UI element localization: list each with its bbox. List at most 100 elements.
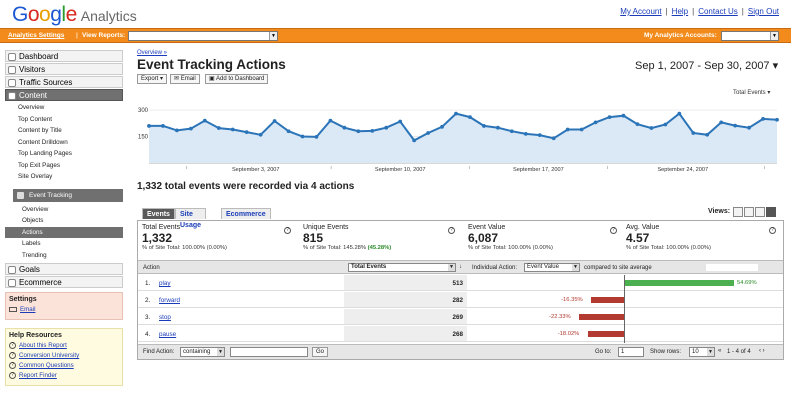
first-page-icon[interactable]: « — [718, 348, 722, 354]
data-point — [677, 111, 682, 116]
sort-desc-icon[interactable]: ↓ — [459, 264, 462, 270]
email-button[interactable]: ✉ Email — [170, 74, 200, 84]
sidebar-subitem[interactable]: Overview — [18, 104, 45, 111]
sidebar-item-ecommerce[interactable]: Ecommerce — [5, 276, 123, 288]
sidebar-subitem[interactable]: Top Landing Pages — [18, 150, 72, 157]
sidebar-subitem[interactable]: Objects — [22, 217, 44, 224]
help-icon: ? — [9, 342, 16, 349]
data-point — [719, 120, 724, 125]
data-point — [216, 126, 221, 130]
data-point — [454, 111, 458, 116]
my-account-link[interactable]: My Account — [620, 7, 662, 16]
total-events-select[interactable]: Total Events ▼ — [348, 263, 456, 272]
comparison-bar — [587, 331, 624, 337]
next-page-icon[interactable]: ‹ › — [759, 348, 765, 354]
help-box: Help Resources ? About this Report ? Conve… — [5, 328, 123, 386]
sidebar-item-event-tracking[interactable]: Event Tracking — [13, 188, 123, 202]
help-link[interactable]: Conversion University — [19, 352, 80, 359]
compare-view-icon[interactable] — [766, 207, 776, 217]
data-point — [272, 119, 277, 123]
sidebar-subitem[interactable]: Top Exit Pages — [18, 161, 61, 169]
settings-email-link[interactable]: Email — [20, 306, 36, 313]
breadcrumb[interactable]: Overview » — [137, 50, 168, 56]
goto-input[interactable]: 1 — [618, 347, 644, 357]
event-value-select[interactable]: Event Value ▼ — [524, 263, 580, 272]
sign-out-link[interactable]: Sign Out — [747, 7, 779, 16]
action-link[interactable]: play — [159, 280, 171, 287]
sidebar-subitem[interactable]: Trending — [22, 251, 47, 259]
x-tick-label: September 17, 2007 — [513, 167, 564, 173]
sidebar-subitem[interactable]: Overview — [22, 205, 49, 213]
data-point — [398, 119, 403, 124]
sidebar-item-dashboard[interactable]: Dashboard — [5, 50, 123, 62]
sidebar-item-goals[interactable]: Goals — [5, 263, 123, 275]
sidebar-subitem[interactable]: Site Overlay — [18, 173, 53, 180]
data-point — [342, 125, 347, 130]
sidebar-subitem[interactable]: Labels — [22, 240, 41, 247]
y-tick-label: 150 — [138, 135, 149, 141]
view-reports-select[interactable]: ▼ — [128, 31, 278, 41]
ecommerce-icon — [8, 279, 16, 287]
data-point — [244, 130, 249, 135]
sidebar-item-visitors[interactable]: Visitors — [5, 63, 123, 75]
help-link[interactable]: Report Finder — [19, 372, 57, 379]
data-point — [314, 134, 319, 139]
goto-label: Go to: — [595, 349, 612, 355]
sidebar-subitem-actions[interactable]: Actions — [5, 226, 123, 238]
export-button[interactable]: Export ▾ — [137, 74, 168, 84]
data-point — [230, 127, 235, 132]
data-point — [356, 129, 361, 134]
x-tick-label: September 10, 2007 — [375, 167, 426, 173]
metric-select[interactable]: Total Events ▾ — [733, 90, 771, 96]
action-link[interactable]: forward — [159, 297, 180, 304]
col-action[interactable]: Action — [143, 265, 160, 271]
data-point — [495, 125, 500, 130]
add-to-dashboard-button[interactable]: ▣ Add to Dashboard — [205, 74, 269, 84]
data-point — [468, 115, 472, 120]
help-link[interactable]: About this Report — [19, 342, 67, 349]
help-icon[interactable]: ? — [769, 227, 776, 234]
settings-box: Settings Email — [5, 292, 123, 320]
visitors-icon — [8, 66, 16, 74]
data-point — [621, 113, 626, 118]
comparison-bar — [624, 280, 734, 286]
chevron-down-icon: ▼ — [217, 348, 224, 356]
sidebar-item-traffic-sources[interactable]: Traffic Sources — [5, 76, 123, 88]
sidebar-subitem[interactable]: Content Drilldown — [18, 138, 68, 146]
accounts-select[interactable]: ▼ — [721, 31, 779, 41]
pie-view-icon[interactable] — [744, 207, 754, 217]
help-icon[interactable]: ? — [284, 227, 291, 234]
table-view-icon[interactable] — [733, 207, 743, 217]
date-range-picker[interactable]: Sep 1, 2007 - Sep 30, 2007 ▾ — [635, 60, 779, 72]
help-icon[interactable]: ? — [448, 227, 455, 234]
data-point — [286, 129, 291, 134]
table-header: Action Total Events ▼ ↓ Individual Action… — [138, 260, 783, 274]
tab-site-usage[interactable]: Site Usage — [175, 208, 206, 229]
data-point — [775, 117, 779, 122]
tab-events[interactable]: Events — [142, 208, 175, 219]
google-analytics-logo[interactable]: Google Analytics — [12, 2, 137, 29]
data-point — [649, 126, 654, 130]
find-action-input[interactable] — [230, 347, 308, 357]
action-link[interactable]: stop — [159, 314, 171, 321]
sidebar-item-content[interactable]: Content — [5, 89, 123, 101]
sidebar-subitem[interactable]: Top Content — [18, 115, 52, 123]
go-button[interactable]: Go — [312, 347, 329, 357]
view-reports-label: View Reports: — [82, 32, 126, 39]
help-link[interactable]: Help — [671, 7, 689, 16]
compared-label: compared to site average — [584, 265, 652, 271]
help-link[interactable]: Common Questions — [19, 362, 74, 369]
data-point — [733, 123, 738, 128]
match-type-select[interactable]: containing ▼ — [180, 347, 225, 357]
action-link[interactable]: pause — [159, 331, 177, 338]
stat-event-value: Event Value 6,087 % of Site Total: 100.0… — [468, 224, 553, 251]
bar-view-icon[interactable] — [755, 207, 765, 217]
show-rows-select[interactable]: 10 ▼ — [689, 347, 715, 357]
data-point — [579, 127, 584, 132]
summary-text: 1,332 total events were recorded via 4 a… — [137, 181, 355, 192]
tab-ecommerce[interactable]: Ecommerce — [221, 208, 271, 219]
contact-us-link[interactable]: Contact Us — [698, 7, 738, 16]
help-icon[interactable]: ? — [610, 227, 617, 234]
analytics-settings-link[interactable]: Analytics Settings — [8, 32, 65, 39]
sidebar-subitem[interactable]: Content by Title — [18, 127, 62, 134]
